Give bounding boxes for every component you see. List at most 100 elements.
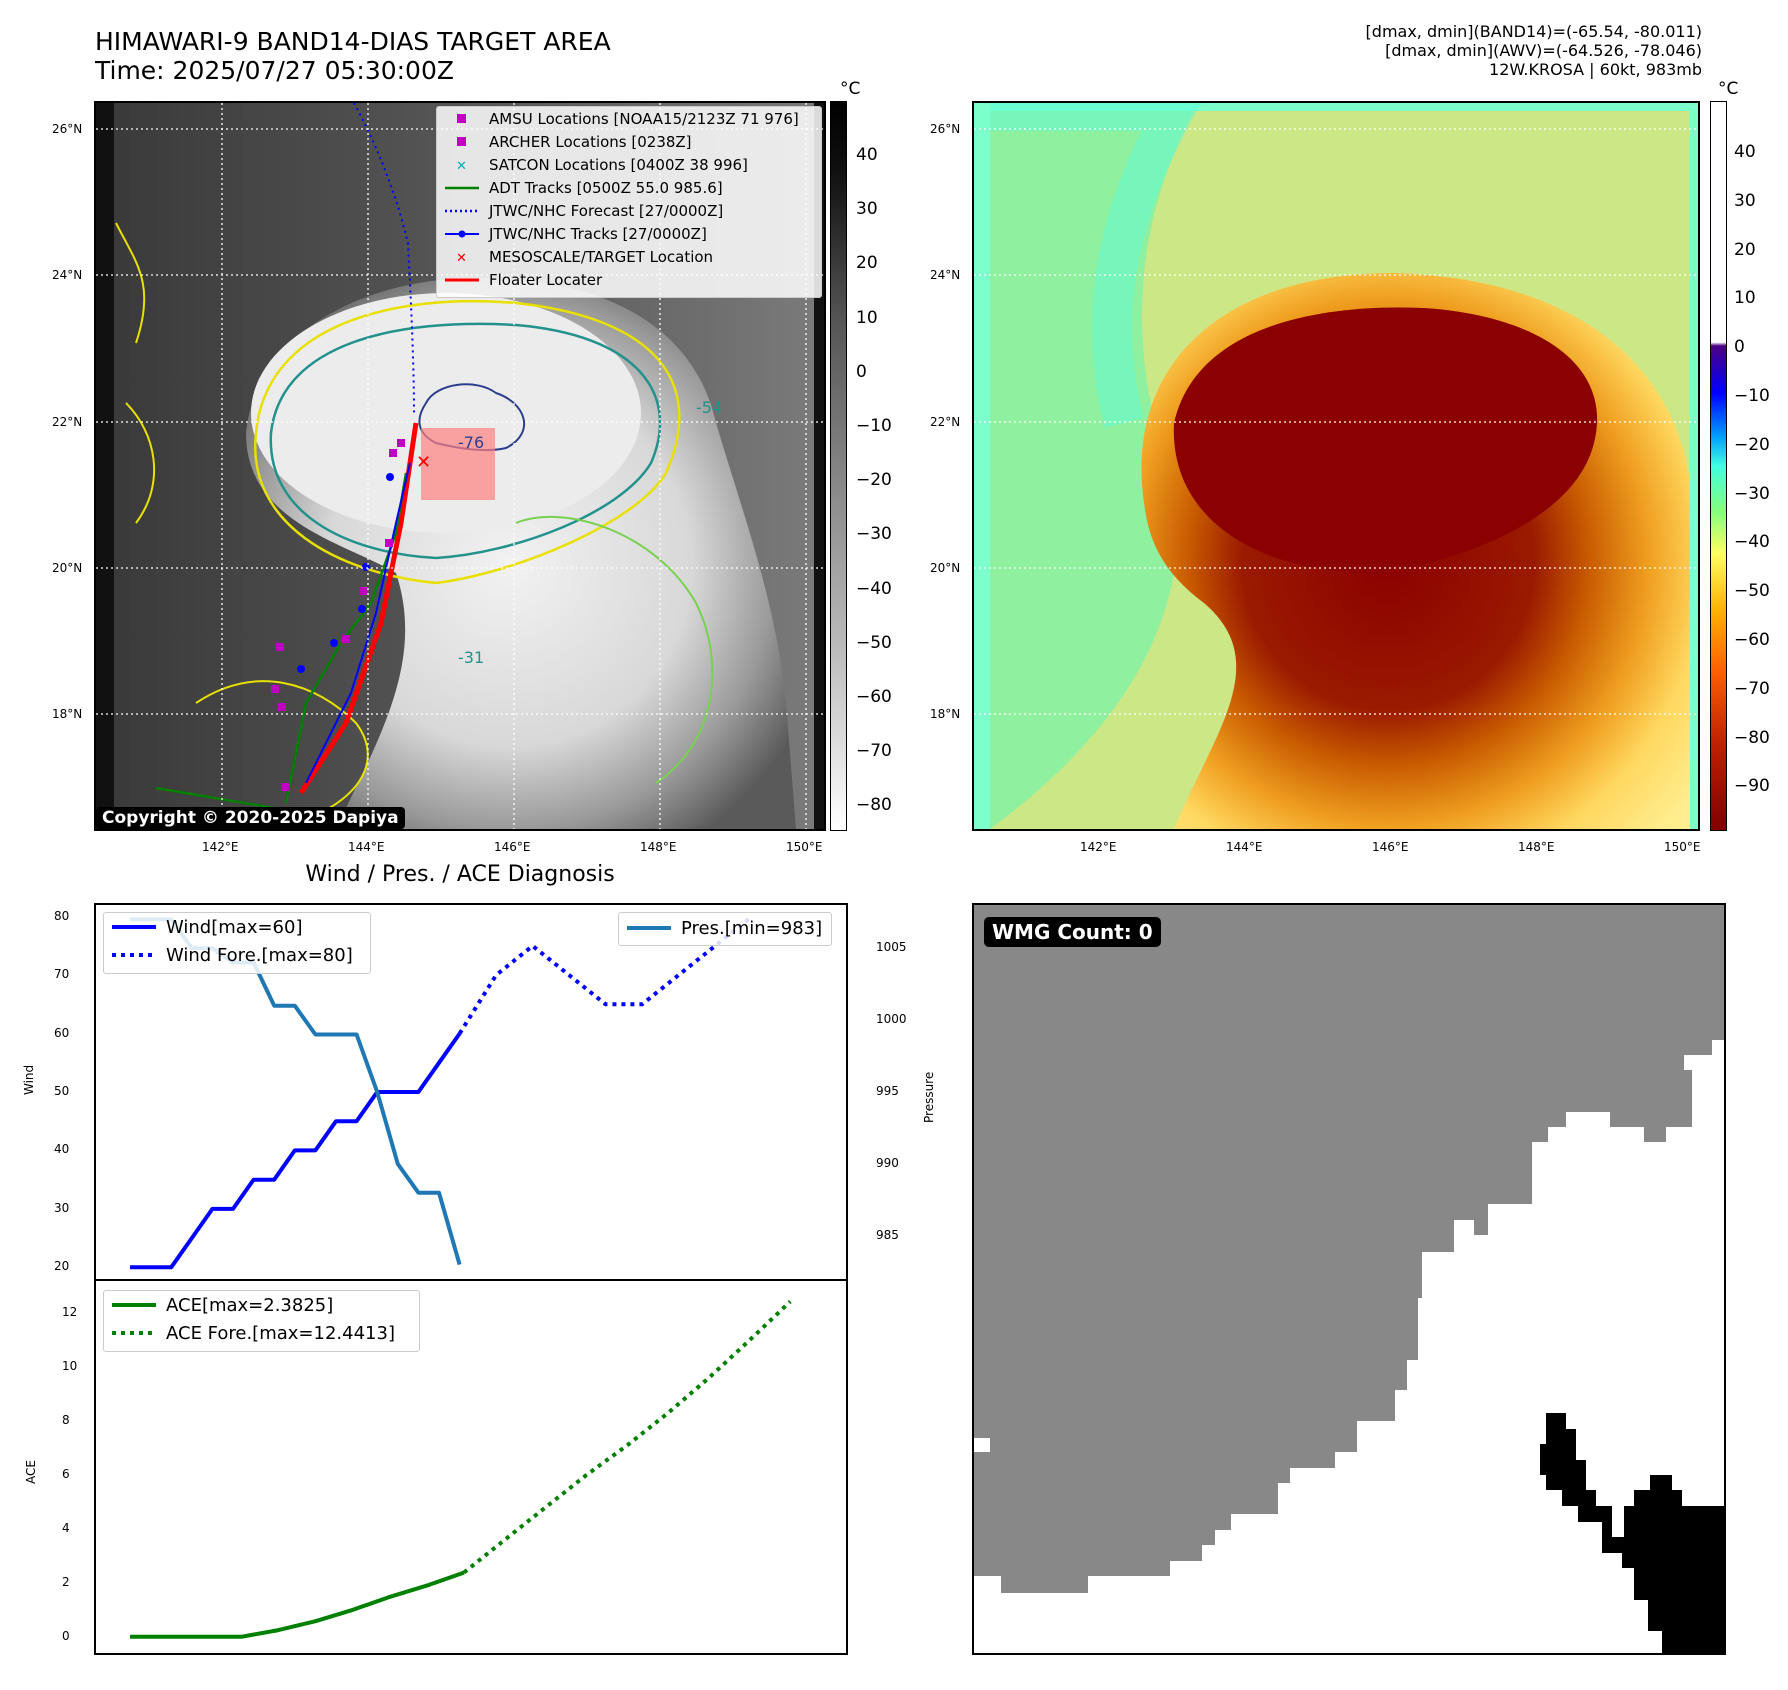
cyan-x-icon: ✕ (445, 159, 479, 171)
lon-tick-label: 144°E (1226, 840, 1263, 854)
wind-tick-label: 80 (54, 908, 70, 923)
ace-legend: ACE[max=2.3825] ACE Fore.[max=12.4413] (103, 1290, 420, 1352)
ace-line (130, 1570, 465, 1639)
pressure-tick-label: 985 (876, 1227, 899, 1242)
colorbar2-tick: −30 (1734, 483, 1770, 504)
map-legend-label: AMSU Locations [NOAA15/2123Z 71 976] (489, 109, 799, 128)
colorbar-enhanced (1710, 101, 1727, 831)
enhanced-map-svg (974, 103, 1698, 829)
ace-forecast-line (462, 1300, 792, 1575)
wind-forecast-legend-item: Wind Fore.[max=80] (104, 941, 370, 969)
colorbar2-tick: −70 (1734, 678, 1770, 699)
lon-tick-label: 146°E (494, 840, 531, 854)
wind-tick-label: 40 (54, 1142, 70, 1157)
ace-tick-label: 12 (62, 1305, 78, 1320)
magenta-square-icon (445, 113, 479, 125)
jtwc-track (305, 462, 411, 784)
contour-label: -76 (458, 433, 484, 452)
pressure-tick-label: 990 (876, 1155, 899, 1170)
lat-tick-label: 24°N (930, 268, 961, 282)
map-legend-label: Floater Locater (489, 270, 603, 289)
colorbar1-tick: 30 (856, 199, 878, 220)
colorbar1-tick: −10 (856, 416, 892, 436)
teal-contour (269, 322, 662, 560)
lon-tick-label: 148°E (1518, 840, 1555, 854)
pressure-legend: Pres.[min=983] (618, 912, 832, 946)
map-legend-label: MESOSCALE/TARGET Location (489, 247, 714, 266)
yellow-contour-south (195, 680, 369, 824)
colorbar1-tick: −20 (856, 470, 892, 491)
yellow-contour (253, 299, 681, 585)
ace-chart (94, 1279, 848, 1655)
colorbar1-tick: −40 (856, 578, 892, 599)
map-legend-item: ✕ SATCON Locations [0400Z 38 996] (437, 153, 821, 176)
map-legend-label: ARCHER Locations [0238Z] (489, 132, 692, 151)
lat-tick-label: 22°N (52, 415, 83, 429)
wmg-panel: WMG Count: 0 (972, 903, 1726, 1655)
contour-label: -31 (458, 648, 484, 667)
ace-svg (130, 1300, 792, 1639)
central-dense-overcast (251, 293, 641, 533)
map-legend-item: AMSU Locations [NOAA15/2123Z 71 976] (437, 107, 821, 130)
colorbar2-tick: −20 (1734, 434, 1770, 455)
storm-info: [dmax, dmin](BAND14)=(-65.54, -80.011) [… (1366, 22, 1702, 79)
colorbar1-tick: −70 (856, 741, 892, 762)
adt-track (284, 472, 408, 804)
lat-tick-label: 26°N (930, 122, 961, 136)
colorbar1-tick: −80 (856, 795, 892, 816)
wmg-svg (974, 905, 1724, 1653)
forecast-track (353, 103, 415, 414)
lat-tick-label: 18°N (52, 707, 83, 721)
map-legend-label: ADT Tracks [0500Z 55.0 985.6] (489, 178, 723, 197)
pressure-legend-item: Pres.[min=983] (619, 913, 831, 943)
pressure-legend-label: Pres.[min=983] (681, 917, 823, 939)
red-line-icon (445, 277, 479, 283)
wind-line (130, 1032, 462, 1270)
copyright-label: Copyright © 2020-2025 Dapiya (96, 807, 405, 829)
ace-tick-label: 6 (62, 1467, 70, 1482)
wind-tick-label: 30 (54, 1200, 70, 1215)
lon-tick-label: 148°E (640, 840, 677, 854)
map-legend-item: ✕ MESOSCALE/TARGET Location (437, 245, 821, 268)
colorbar1-tick: −50 (856, 632, 892, 653)
wind-tick-label: 70 (54, 967, 70, 982)
map-legend-item: JTWC/NHC Tracks [27/0000Z] (437, 222, 821, 245)
info-line-1: [dmax, dmin](BAND14)=(-65.54, -80.011) (1365, 22, 1702, 41)
wind-forecast-line (457, 915, 753, 1035)
colorbar1-tick: 0 (856, 361, 867, 382)
red-x-icon: ✕ (445, 251, 479, 263)
target-location-marker: ✕ (416, 452, 431, 473)
pressure-tick-label: 995 (876, 1084, 899, 1098)
magenta-square-icon (445, 136, 479, 148)
ace-forecast-legend-label: ACE Fore.[max=12.4413] (166, 1322, 395, 1344)
ace-legend-label: ACE[max=2.3825] (166, 1294, 334, 1316)
wind-tick-label: 50 (54, 1084, 70, 1098)
lat-tick-label: 22°N (930, 415, 961, 429)
colorbar2-tick: −40 (1734, 532, 1770, 553)
pressure-tick-label: 1000 (876, 1012, 907, 1027)
wind-legend-item: Wind[max=60] (104, 913, 370, 941)
colorbar1-tick: −60 (856, 687, 892, 707)
colorbar-grayscale (830, 101, 847, 831)
lat-tick-label: 26°N (52, 122, 83, 136)
lon-tick-label: 142°E (1080, 840, 1117, 854)
map-legend-item: Floater Locater (437, 268, 821, 291)
map-legend-item: ARCHER Locations [0238Z] (437, 130, 821, 153)
colorbar2-tick: 30 (1734, 190, 1756, 211)
map-legend-label: JTWC/NHC Forecast [27/0000Z] (489, 201, 724, 220)
green-line-icon (445, 185, 479, 191)
ace-tick-label: 2 (62, 1574, 70, 1589)
wind-legend: Wind[max=60] Wind Fore.[max=80] (103, 912, 371, 974)
lat-tick-label: 24°N (52, 268, 83, 282)
wind-tick-label: 20 (54, 1259, 70, 1274)
colorbar2-tick: 10 (1734, 288, 1756, 309)
cyan-band (990, 103, 1202, 428)
wmg-black-region (1540, 1413, 1724, 1653)
blue-dotted-line-icon (445, 208, 479, 214)
contour-label: -54 (696, 398, 722, 417)
lon-tick-label: 150°E (1664, 840, 1701, 854)
title-line-1: HIMAWARI-9 BAND14-DIAS TARGET AREA (95, 27, 611, 56)
map-legend-label: JTWC/NHC Tracks [27/0000Z] (489, 224, 707, 243)
wind-tick-label: 60 (54, 1025, 70, 1040)
info-line-3: 12W.KROSA | 60kt, 983mb (1489, 60, 1702, 79)
